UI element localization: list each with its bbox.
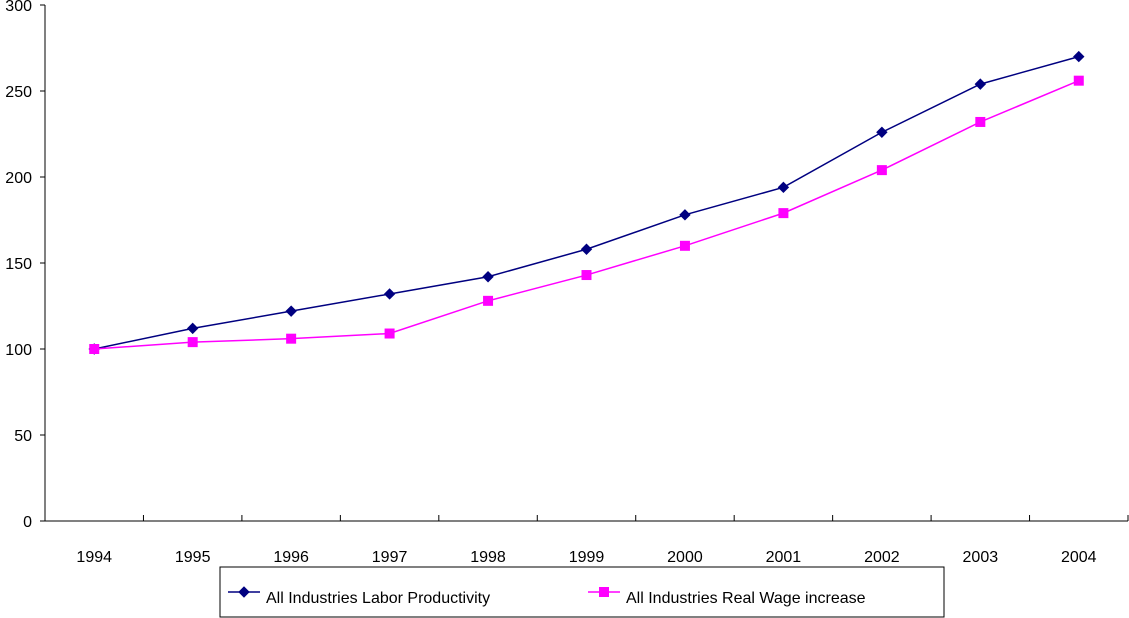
data-point-2	[1073, 75, 1084, 86]
data-point-1	[876, 126, 888, 138]
series-line-1	[94, 55, 1079, 350]
x-tick-label: 2001	[766, 549, 802, 566]
data-point-1	[383, 288, 396, 300]
legend-label-1: All Industries Labor Productivity	[266, 590, 490, 607]
data-point-2	[581, 270, 592, 281]
x-tick-label: 1999	[569, 549, 605, 566]
data-point-2	[384, 328, 395, 339]
data-point-2	[778, 208, 789, 219]
data-point-2	[187, 337, 198, 348]
x-tick-label: 1994	[76, 549, 112, 566]
series-layer	[88, 50, 1085, 355]
y-tick-label: 100	[5, 342, 32, 359]
chart-axes	[44, 5, 1128, 522]
legend-marker-1	[238, 586, 250, 598]
x-tick-label: 2000	[667, 549, 703, 566]
legend-label-2: All Industries Real Wage increase	[626, 590, 866, 607]
data-point-1	[1073, 50, 1085, 63]
data-point-2	[286, 333, 297, 344]
y-tick-label: 200	[5, 170, 32, 187]
x-tick-label: 2002	[864, 549, 900, 566]
data-point-1	[679, 209, 691, 221]
x-tick-label: 1996	[273, 549, 309, 566]
legend-box	[219, 566, 945, 618]
data-point-1	[285, 305, 297, 317]
data-point-1	[580, 243, 593, 255]
x-axis-ticks: 1994 1995 1996 1997 1998 1999 2000 2001 2002 2003…	[76, 515, 1129, 566]
y-tick-label: 50	[14, 428, 32, 445]
data-point-2	[679, 240, 690, 251]
series-line-2	[94, 79, 1080, 350]
x-tick-label: 1995	[175, 549, 211, 566]
data-point-2	[975, 116, 986, 127]
data-point-1	[186, 322, 199, 335]
data-point-1	[482, 271, 494, 283]
x-tick-label: 1997	[372, 549, 408, 566]
x-tick-label: 1998	[470, 549, 506, 566]
y-axis-ticks: 0 50 100 150 200 250 300	[5, 0, 45, 531]
y-tick-label: 0	[23, 514, 32, 531]
y-tick-label: 150	[5, 256, 32, 273]
data-point-2	[89, 344, 100, 354]
y-tick-label: 300	[5, 0, 32, 15]
legend: All Industries Labor Productivity All Ind…	[219, 566, 945, 618]
data-point-2	[876, 165, 887, 176]
data-point-1	[777, 181, 790, 194]
data-point-2	[483, 295, 494, 306]
x-tick-label: 2004	[1061, 549, 1097, 566]
x-tick-label: 2003	[963, 549, 999, 566]
legend-marker-2	[599, 587, 609, 597]
data-point-1	[974, 78, 987, 90]
y-tick-label: 250	[5, 84, 32, 101]
